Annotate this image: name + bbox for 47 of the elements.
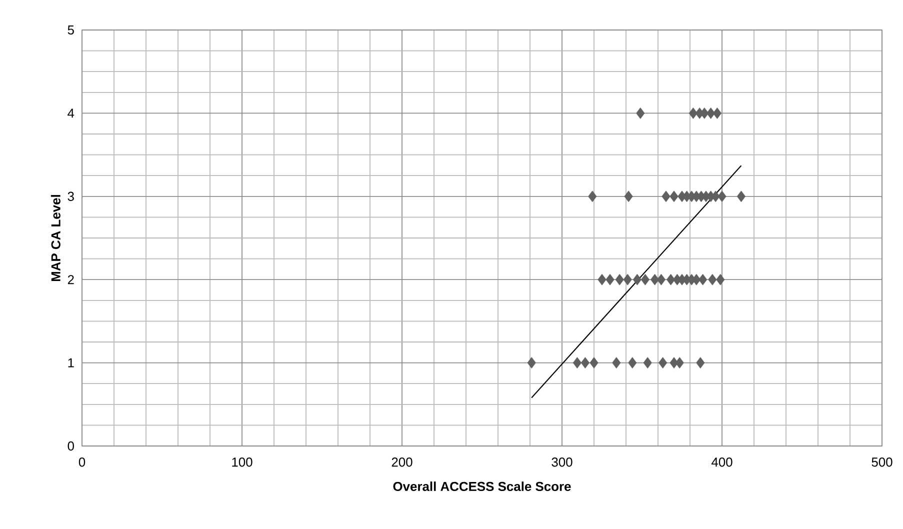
point xyxy=(670,190,678,202)
x-tick-label: 300 xyxy=(552,458,572,467)
point xyxy=(658,357,668,368)
point xyxy=(708,274,717,286)
point xyxy=(712,108,722,119)
point xyxy=(606,274,614,286)
x-tick-label: 400 xyxy=(711,458,732,467)
point xyxy=(688,108,698,119)
x-tick-label: 200 xyxy=(392,458,412,467)
point xyxy=(718,190,726,202)
point xyxy=(696,357,705,368)
x-axis-title: Overall ACCESS Scale Score xyxy=(393,482,571,492)
y-tick-label: 5 xyxy=(68,25,74,35)
point xyxy=(650,274,660,286)
point xyxy=(632,274,642,286)
point xyxy=(640,274,650,286)
point xyxy=(636,108,645,119)
y-tick-label: 0 xyxy=(68,441,74,451)
y-tick-label: 2 xyxy=(68,275,74,284)
point xyxy=(624,190,633,202)
y-tick-label: 4 xyxy=(68,108,74,118)
point xyxy=(588,190,597,202)
point xyxy=(692,274,701,286)
x-tick-label: 500 xyxy=(872,458,892,467)
x-tick-label: 0 xyxy=(78,458,86,467)
point xyxy=(572,357,582,368)
point xyxy=(615,274,624,286)
y-axis-title: MAP CA Level xyxy=(50,195,60,282)
point xyxy=(590,357,598,368)
point xyxy=(598,274,606,286)
point xyxy=(643,357,652,368)
point xyxy=(662,190,670,202)
point xyxy=(628,357,637,368)
point xyxy=(623,274,632,286)
point xyxy=(716,274,725,286)
point xyxy=(580,357,590,368)
point xyxy=(612,357,621,368)
point xyxy=(706,108,716,119)
point xyxy=(736,190,746,202)
y-tick-label: 1 xyxy=(68,358,74,368)
x-tick-label: 100 xyxy=(232,458,252,467)
point xyxy=(656,274,666,286)
point xyxy=(527,357,536,368)
point xyxy=(675,357,684,368)
point xyxy=(698,274,708,286)
y-tick-label: 3 xyxy=(68,192,74,201)
point xyxy=(666,274,676,286)
